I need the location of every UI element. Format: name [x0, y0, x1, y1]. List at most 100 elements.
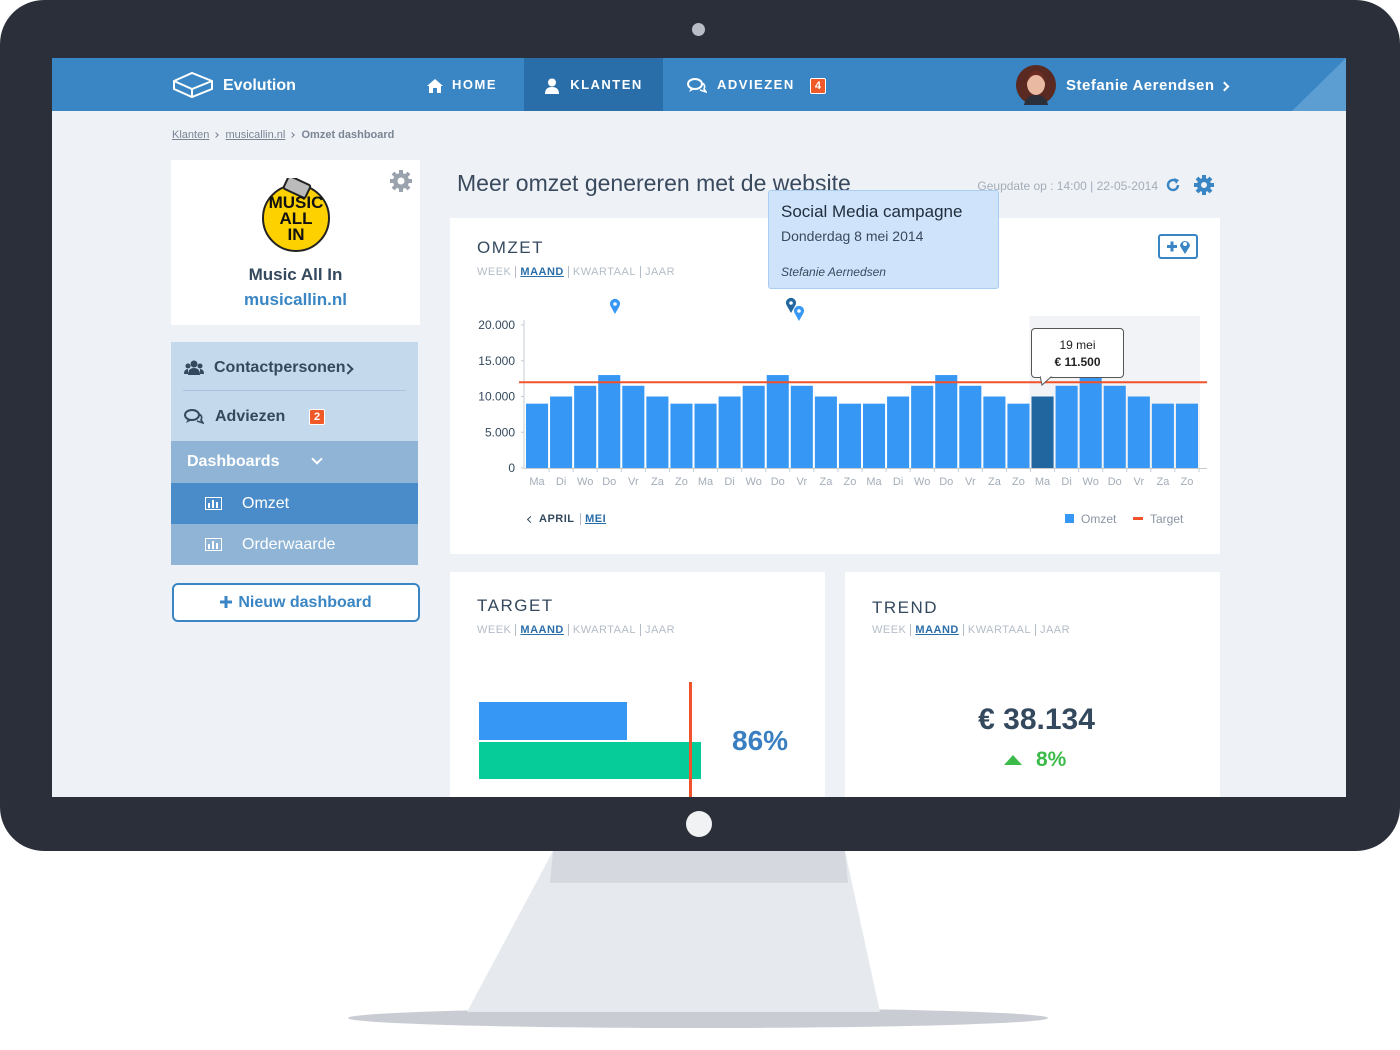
- nav-label: HOME: [452, 77, 497, 92]
- menu-omzet[interactable]: Omzet: [171, 483, 418, 524]
- bar: [790, 385, 813, 468]
- crumb-link[interactable]: Klanten: [172, 129, 210, 141]
- legend-label: Omzet: [1081, 512, 1117, 526]
- chevron[interactable]: [526, 515, 535, 523]
- bar: [694, 403, 717, 468]
- period-option[interactable]: KWARTAAL: [567, 624, 640, 636]
- client-name: Music All In: [248, 265, 343, 284]
- period-option[interactable]: JAAR: [639, 266, 680, 278]
- x-tick-label: Zo: [675, 476, 688, 488]
- annotation-date: Donderdag 8 mei 2014: [781, 228, 924, 244]
- current-month[interactable]: MEI: [580, 513, 607, 525]
- x-tick-label: Vr: [797, 476, 808, 488]
- bar: [1151, 403, 1174, 468]
- sidebar-menu: Contactpersonen Adviezen 2 Dashboards Om…: [171, 342, 418, 565]
- period-option[interactable]: KWARTAAL: [567, 266, 640, 278]
- x-tick-label: Vr: [628, 476, 639, 488]
- legend-swatch: [1065, 514, 1074, 523]
- x-tick-label: Do: [1108, 476, 1122, 488]
- user-menu[interactable]: Stefanie Aerendsen: [1066, 58, 1230, 111]
- avatar[interactable]: [1016, 65, 1056, 105]
- power-button[interactable]: [686, 811, 712, 837]
- target-card: TARGET WEEK MAAND KWARTAAL JAAR 86%: [450, 572, 825, 797]
- nav-home[interactable]: HOME: [426, 58, 497, 111]
- nav-klanten[interactable]: KLANTEN: [524, 58, 663, 111]
- x-tick-label: Za: [819, 476, 833, 488]
- period-option[interactable]: JAAR: [1034, 624, 1075, 636]
- x-tick-label: Do: [602, 476, 616, 488]
- prev-month[interactable]: APRIL: [539, 513, 575, 525]
- target-percent: 86%: [732, 725, 789, 756]
- y-tick-label: 15.000: [478, 354, 515, 368]
- bar-tooltip: 19 mei € 11.500: [1031, 328, 1124, 386]
- menu-orderwaarde[interactable]: Orderwaarde: [171, 524, 418, 565]
- settings-icon[interactable]: [389, 169, 413, 193]
- chevron: [311, 453, 323, 465]
- bar: [887, 396, 910, 468]
- bar: [983, 396, 1006, 468]
- x-tick-label: Vr: [1134, 476, 1145, 488]
- period-option[interactable]: MAAND: [910, 624, 963, 636]
- bar: [1055, 385, 1078, 468]
- bar: [646, 396, 669, 468]
- period-option[interactable]: WEEK: [477, 266, 512, 278]
- bar: [1007, 403, 1030, 468]
- x-tick-label: Ma: [529, 476, 545, 488]
- camera: [692, 23, 705, 36]
- bar: [1031, 396, 1054, 468]
- brand-name[interactable]: Evolution: [223, 77, 296, 94]
- chat-icon: [184, 409, 204, 425]
- refresh-icon[interactable]: [1165, 177, 1181, 193]
- period-option[interactable]: MAAND: [515, 624, 568, 636]
- period-option[interactable]: WEEK: [872, 624, 907, 636]
- period-option[interactable]: KWARTAAL: [962, 624, 1035, 636]
- x-tick-label: Ma: [698, 476, 714, 488]
- nav-badge: 4: [809, 77, 826, 94]
- nav-adviezen[interactable]: ADVIEZEN 4: [687, 58, 826, 111]
- x-tick-label: Wo: [746, 476, 762, 488]
- x-tick-label: Wo: [914, 476, 930, 488]
- client-site[interactable]: musicallin.nl: [244, 290, 347, 309]
- button-label: Nieuw dashboard: [238, 594, 372, 611]
- card-title: TARGET: [477, 596, 554, 615]
- trend-card: TREND WEEK MAAND KWARTAAL JAAR € 38.134 8%: [845, 572, 1220, 797]
- bar: [1103, 385, 1126, 468]
- x-tick-label: Zo: [1181, 476, 1194, 488]
- menu-contacts[interactable]: Contactpersonen: [171, 342, 418, 390]
- settings-icon[interactable]: [1193, 174, 1215, 196]
- bar: [550, 396, 573, 468]
- menu-label: Orderwaarde: [242, 536, 336, 553]
- annotation-pin: [786, 297, 796, 313]
- annotation-popup: Social Media campagne Donderdag 8 mei 20…: [768, 190, 999, 289]
- nav-stripe: [1292, 58, 1346, 111]
- add-marker-button[interactable]: [1158, 234, 1198, 259]
- bar: [526, 403, 549, 468]
- menu-adviezen[interactable]: Adviezen 2: [171, 391, 418, 441]
- x-tick-label: Do: [771, 476, 785, 488]
- chart-icon: [205, 497, 222, 510]
- bar: [935, 375, 958, 468]
- pin-dot: [789, 301, 793, 305]
- card-title: TREND: [872, 598, 939, 617]
- chart-icon: [205, 538, 222, 551]
- nav-label: KLANTEN: [570, 77, 643, 92]
- period-option[interactable]: WEEK: [477, 624, 512, 636]
- chevron: [1219, 81, 1230, 91]
- updated-at: Geupdate op : 14:00 | 22-05-2014: [977, 179, 1158, 193]
- new-dashboard-button[interactable]: Nieuw dashboard: [172, 583, 420, 622]
- divider: [183, 390, 406, 391]
- client-logo: MUSIC ALL IN: [262, 178, 330, 252]
- tooltip-date: 19 mei: [1059, 338, 1096, 352]
- period-option[interactable]: MAAND: [515, 266, 568, 278]
- x-tick-label: Ma: [1035, 476, 1051, 488]
- period-option[interactable]: JAAR: [639, 624, 680, 636]
- card-title: OMZET: [477, 238, 544, 257]
- pin-dot: [613, 302, 617, 306]
- target-line: [689, 682, 692, 797]
- period-selector: WEEK MAAND KWARTAAL JAAR: [477, 266, 680, 278]
- crumb-link[interactable]: musicallin.nl: [225, 129, 286, 141]
- menu-dashboards[interactable]: Dashboards: [171, 441, 418, 483]
- month-nav: APRIL MEI: [526, 513, 607, 525]
